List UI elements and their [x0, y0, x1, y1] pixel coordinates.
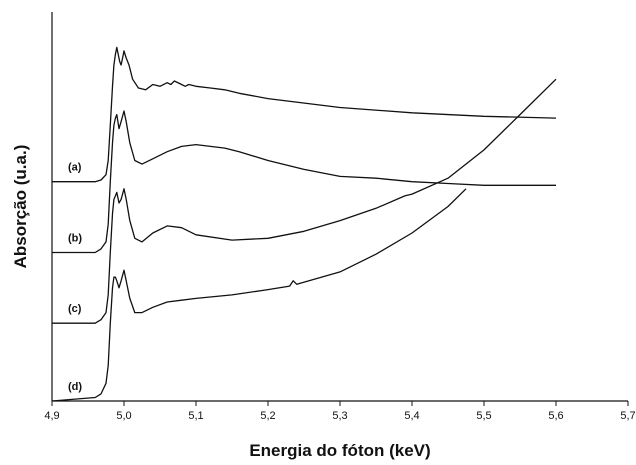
curves [51, 46, 557, 402]
x-tick-label: 5,7 [620, 410, 635, 422]
x-ticks: 4,9 5,0 5,1 5,2 5,3 5,4 5,5 5,6 5,7 [44, 401, 636, 422]
x-tick-label: 5,5 [476, 410, 491, 422]
series-line-3 [52, 78, 557, 324]
axes [51, 12, 628, 402]
curve-labels: (a) (b) (c) (d) [68, 162, 82, 393]
series-label-2: (b) [68, 232, 82, 244]
x-tick-label: 4,9 [44, 410, 59, 422]
x-tick-label: 5,6 [548, 410, 563, 422]
y-axis-title: Absorção (u.a.) [11, 145, 30, 269]
x-tick-label: 5,2 [260, 410, 275, 422]
series-line-1 [52, 46, 557, 183]
series-label-1: (a) [68, 162, 82, 174]
x-tick-label: 5,4 [404, 410, 419, 422]
series-label-3: (c) [68, 303, 82, 315]
x-axis-title: Energia do fóton (keV) [249, 441, 430, 460]
x-tick-label: 5,0 [116, 410, 131, 422]
x-tick-label: 5,1 [188, 410, 203, 422]
series-line-4 [51, 188, 467, 402]
series-line-2 [52, 110, 556, 254]
x-tick-label: 5,3 [332, 410, 347, 422]
series-label-4: (d) [68, 381, 82, 393]
